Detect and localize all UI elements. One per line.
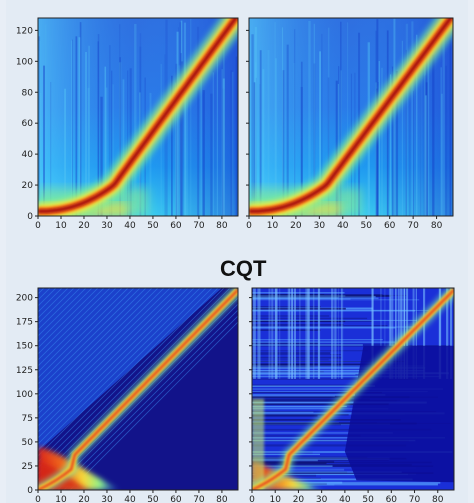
y-tick-label: 125: [16, 366, 33, 376]
x-tick-label: 80: [431, 221, 443, 231]
x-tick-label: 70: [407, 221, 419, 231]
y-tick-label: 50: [22, 438, 34, 448]
heatmap-1: [38, 18, 238, 216]
x-tick-label: 30: [101, 221, 113, 231]
y-tick-label: 25: [22, 462, 33, 472]
x-tick-label: 80: [432, 495, 444, 503]
x-tick-label: 80: [216, 495, 228, 503]
x-tick-label: 40: [339, 495, 351, 503]
x-tick-label: 0: [35, 495, 41, 503]
x-tick-label: 20: [293, 495, 305, 503]
x-tick-label: 50: [361, 221, 373, 231]
x-tick-label: 0: [246, 221, 252, 231]
heatmap-2: [249, 18, 453, 216]
x-tick-label: 50: [147, 221, 159, 231]
y-tick-label: 0: [27, 212, 33, 222]
x-tick-label: 60: [170, 495, 182, 503]
x-tick-label: 10: [55, 495, 67, 503]
x-tick-label: 40: [337, 221, 349, 231]
x-tick-label: 0: [249, 495, 255, 503]
plot-frame: [251, 287, 455, 491]
x-tick-label: 20: [290, 221, 302, 231]
x-tick-label: 50: [147, 495, 159, 503]
x-tick-label: 40: [124, 221, 136, 231]
x-tick-label: 30: [314, 221, 326, 231]
x-tick-label: 40: [124, 495, 136, 503]
x-tick-label: 30: [101, 495, 113, 503]
x-tick-label: 60: [170, 221, 182, 231]
x-tick-label: 70: [409, 495, 421, 503]
x-tick-label: 50: [362, 495, 374, 503]
y-tick-label: 75: [22, 414, 33, 424]
heatmap-3: [38, 288, 238, 490]
y-tick-label: 0: [27, 486, 33, 496]
x-tick-label: 30: [316, 495, 328, 503]
x-tick-label: 10: [55, 221, 67, 231]
y-tick-label: 100: [16, 57, 33, 67]
y-tick-label: 200: [16, 294, 33, 304]
x-tick-label: 10: [269, 495, 281, 503]
y-tick-label: 150: [16, 342, 33, 352]
y-tick-label: 175: [16, 318, 33, 328]
x-tick-label: 70: [193, 221, 205, 231]
y-tick-label: 100: [16, 390, 33, 400]
plot-frame: [37, 287, 239, 491]
x-tick-label: 0: [35, 221, 41, 231]
heatmap-4: [252, 288, 454, 490]
plot-frame: [37, 17, 239, 217]
x-tick-label: 60: [386, 495, 398, 503]
plot-frame: [248, 17, 454, 217]
x-tick-label: 20: [78, 495, 90, 503]
y-tick-label: 120: [16, 26, 33, 36]
x-tick-label: 10: [267, 221, 279, 231]
x-tick-label: 70: [193, 495, 205, 503]
x-tick-label: 20: [78, 221, 90, 231]
y-tick-label: 20: [22, 181, 34, 191]
y-tick-label: 40: [22, 150, 34, 160]
cqt-section-title: CQT: [220, 256, 267, 281]
x-tick-label: 60: [384, 221, 396, 231]
y-tick-label: 60: [22, 119, 34, 129]
y-tick-label: 80: [22, 88, 34, 98]
x-tick-label: 80: [216, 221, 228, 231]
